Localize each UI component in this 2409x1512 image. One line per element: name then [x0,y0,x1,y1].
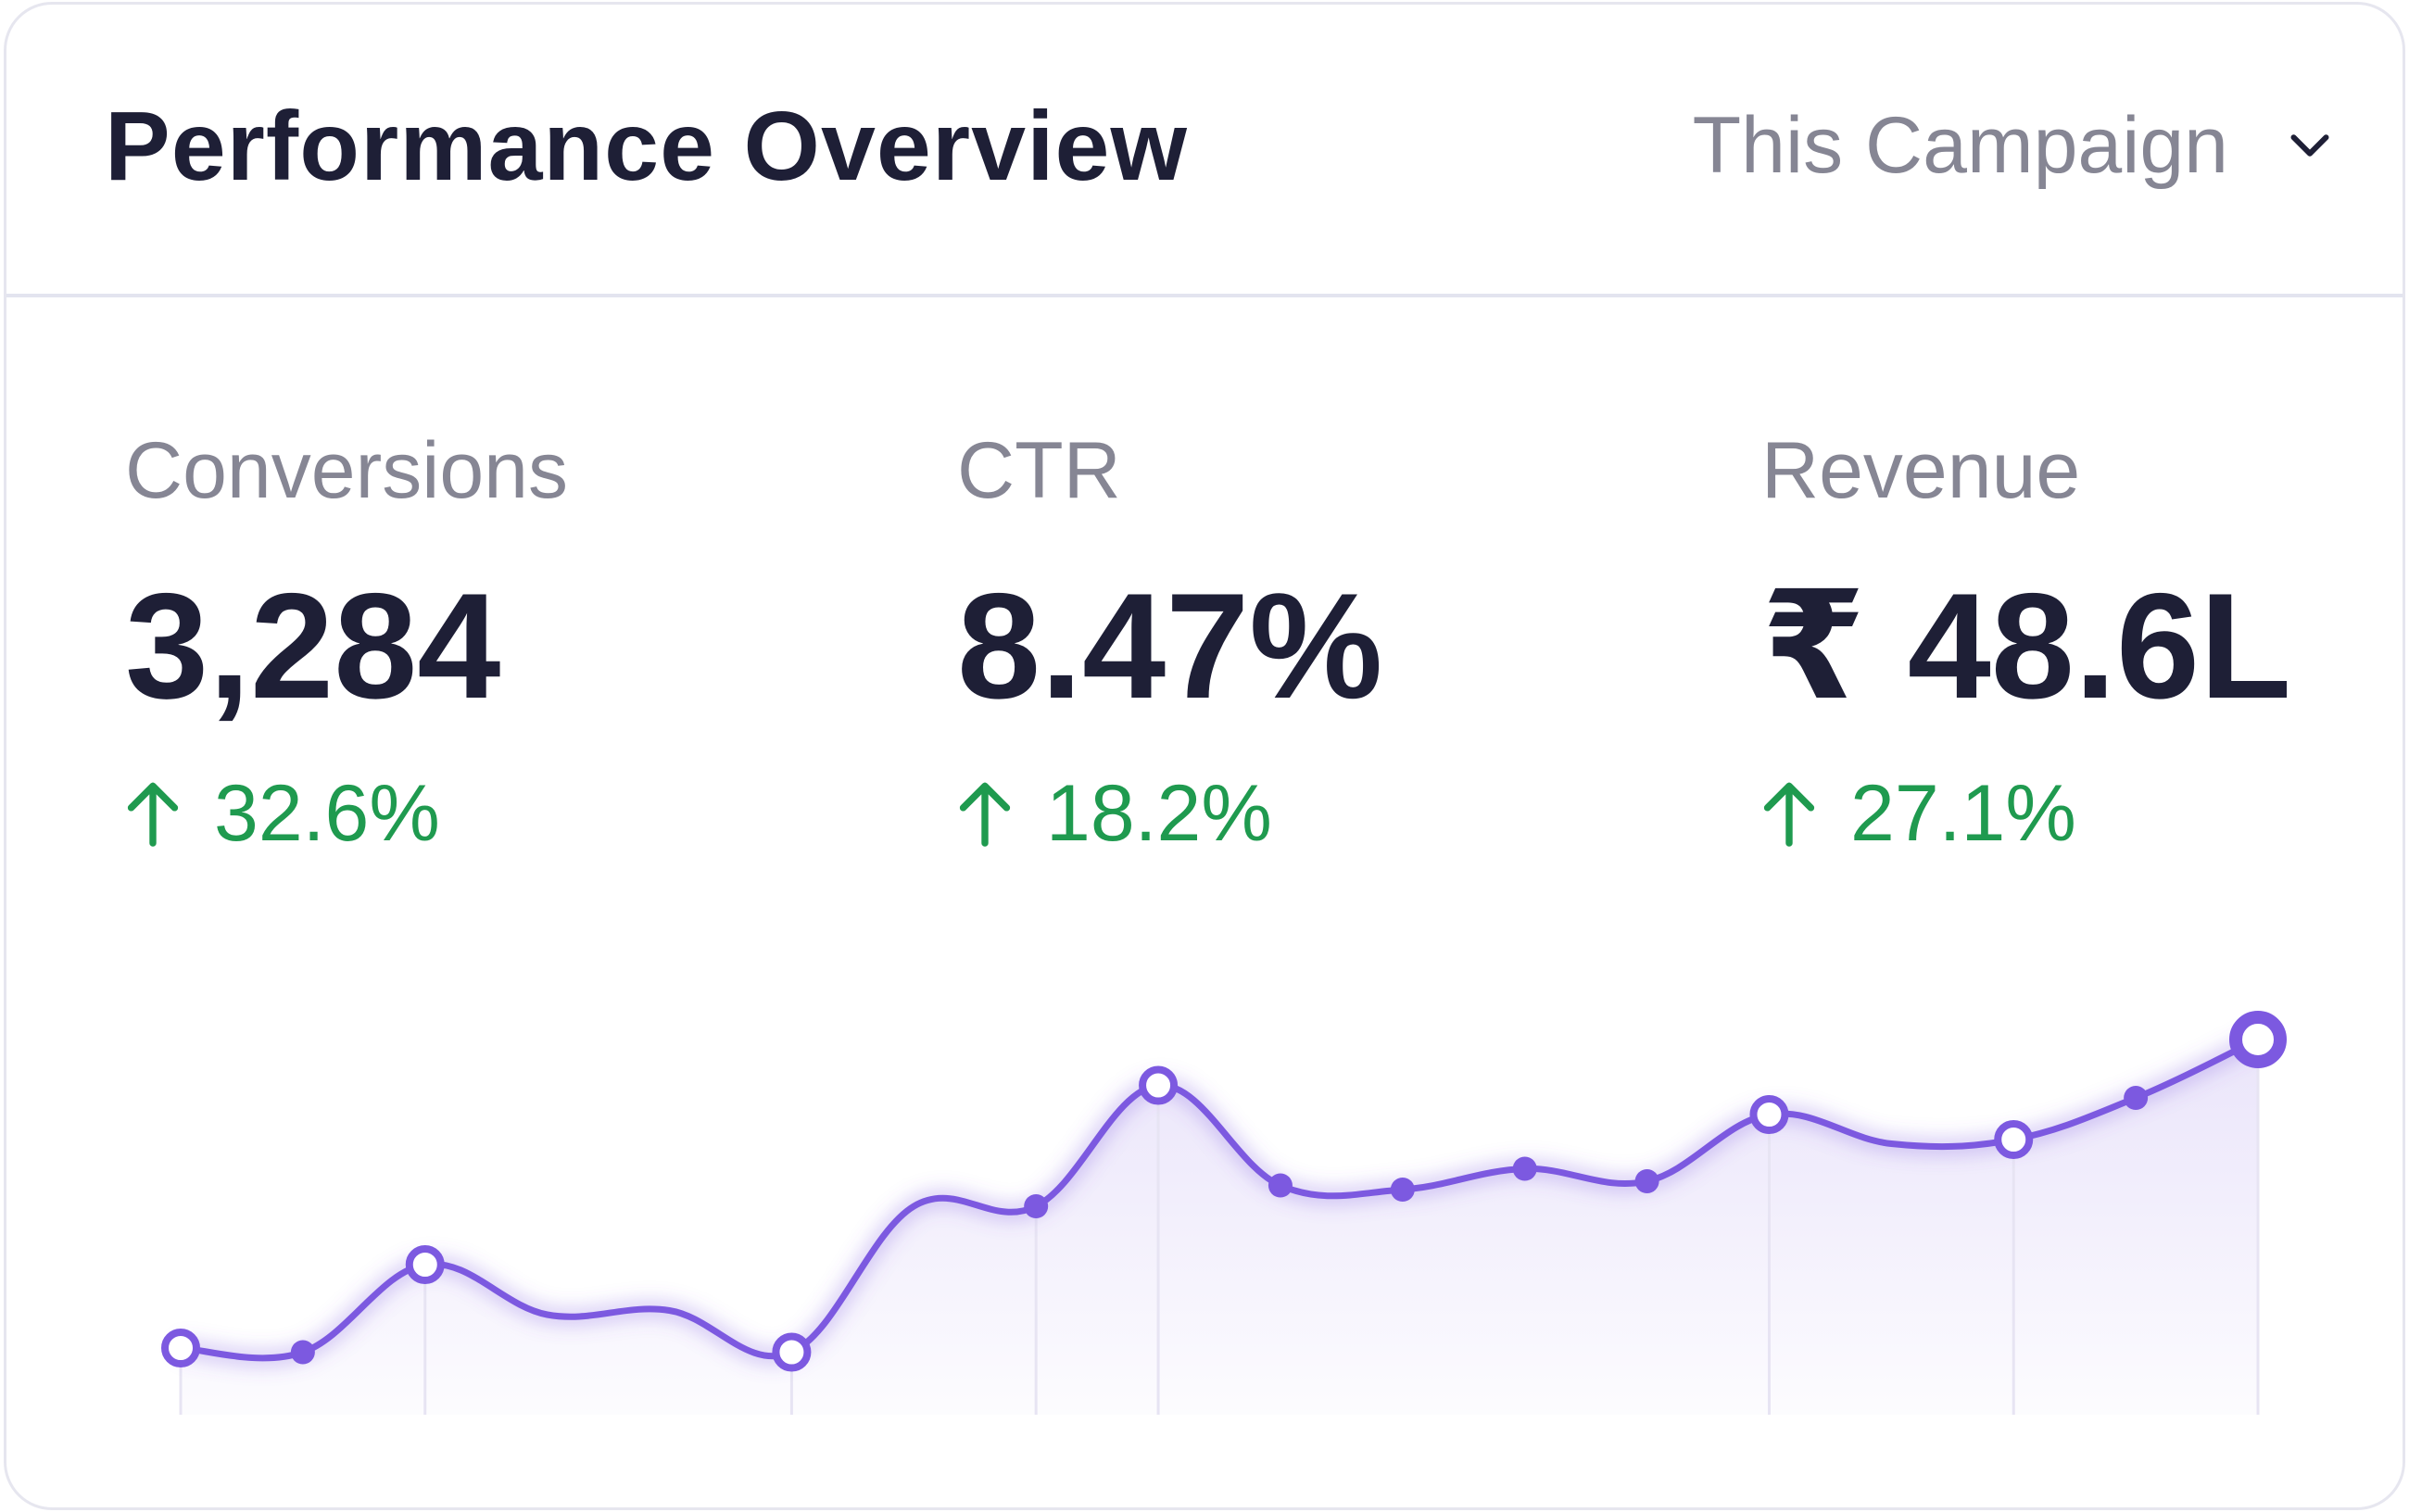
chart-point[interactable] [2229,1011,2287,1068]
chart-point[interactable] [1512,1156,1537,1181]
chart-point[interactable] [1634,1169,1659,1193]
metric-change: 27.1% [1761,774,2291,853]
chart-point[interactable] [1139,1065,1179,1105]
metric-label: Revenue [1761,426,2081,515]
metric-conversions: Conversions 3,284 32.6% [125,431,568,853]
arrow-up-icon [127,782,179,847]
arrow-up-icon [1763,782,1815,847]
metric-value: 8.47% [957,562,1383,730]
performance-card: Performance Overview This Campaign Conve… [4,2,2405,1510]
chart-point[interactable] [1749,1095,1789,1134]
metric-ctr: CTR 8.47% 18.2% [957,431,1382,853]
chart-area [181,1040,2258,1415]
chart-point[interactable] [1268,1173,1293,1198]
chevron-down-icon [2290,134,2329,158]
chart-point[interactable] [290,1340,315,1365]
campaign-selector-label: This Campaign [1692,101,2228,190]
chart-point[interactable] [1024,1194,1049,1218]
page-title: Performance Overview [105,92,1188,201]
metric-change-value: 32.6% [214,769,440,858]
chart-point[interactable] [1994,1120,2034,1159]
chart-point[interactable] [405,1245,445,1284]
chart-point[interactable] [772,1332,812,1372]
chart-point[interactable] [161,1329,200,1367]
metric-value: 3,284 [125,562,501,730]
metric-change: 32.6% [125,774,568,853]
metric-revenue: Revenue ₹ 48.6L 27.1% [1761,431,2291,853]
metric-change: 18.2% [957,774,1382,853]
campaign-selector[interactable]: This Campaign [1693,102,2338,190]
metric-label: CTR [957,426,1121,515]
card-header: Performance Overview This Campaign [6,5,2403,297]
trend-chart [161,1011,2287,1415]
chart-series-line [177,1036,2262,1362]
chart-point[interactable] [2124,1086,2149,1110]
metric-change-value: 18.2% [1046,769,1272,858]
metric-change-value: 27.1% [1850,769,2076,858]
chart-point[interactable] [1390,1178,1415,1202]
arrow-up-icon [959,782,1011,847]
metric-label: Conversions [125,426,568,515]
metric-value: ₹ 48.6L [1761,562,2291,730]
